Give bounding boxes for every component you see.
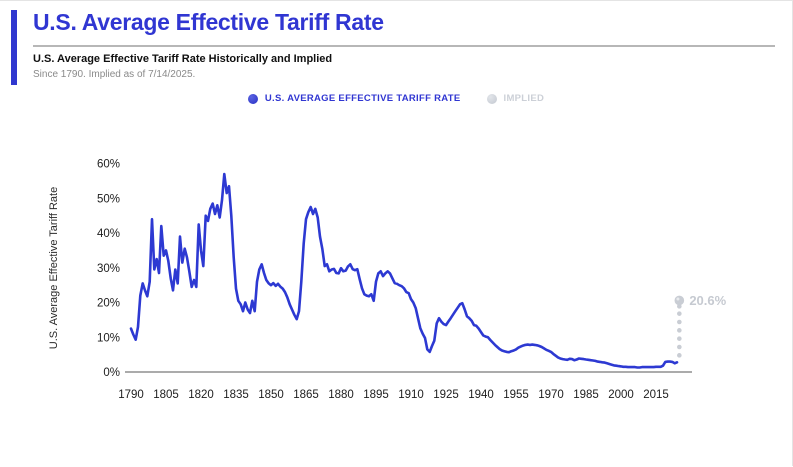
legend-dot-icon bbox=[247, 93, 258, 104]
implied-endpoint-highlight bbox=[676, 297, 680, 301]
x-axis-tick-label: 1910 bbox=[398, 389, 424, 401]
legend-item-implied[interactable]: IMPLIED bbox=[486, 93, 545, 104]
x-axis-tick-label: 1880 bbox=[328, 389, 354, 401]
implied-trail-dot bbox=[677, 344, 682, 350]
y-axis-tick-label: 10% bbox=[97, 332, 120, 344]
x-axis-tick-label: 1940 bbox=[468, 389, 494, 401]
x-axis-tick-label: 1955 bbox=[503, 389, 529, 401]
page-title: U.S. Average Effective Tariff Rate bbox=[33, 9, 384, 35]
implied-endpoint-dot bbox=[674, 295, 685, 306]
implied-value-annotation: 20.6% bbox=[689, 293, 726, 308]
x-axis-tick-label: 2000 bbox=[608, 389, 634, 401]
implied-trail-dot bbox=[677, 336, 682, 341]
x-axis-tick-label: 1835 bbox=[223, 389, 249, 401]
implied-trail-dot bbox=[677, 319, 682, 325]
x-axis-tick-label: 1820 bbox=[188, 389, 214, 401]
x-axis-tick-label: 1805 bbox=[153, 389, 179, 401]
y-axis-tick-label: 30% bbox=[97, 263, 120, 275]
legend-label: IMPLIED bbox=[503, 93, 545, 104]
title-divider bbox=[33, 45, 775, 47]
legend-label: U.S. AVERAGE EFFECTIVE TARIFF RATE bbox=[264, 93, 461, 104]
y-axis-tick-label: 0% bbox=[103, 367, 120, 379]
y-axis-tick-label: 50% bbox=[97, 193, 120, 205]
x-axis-tick-label: 1850 bbox=[258, 389, 284, 401]
tariff-rate-line bbox=[129, 172, 679, 369]
legend-item-tariff-rate[interactable]: U.S. AVERAGE EFFECTIVE TARIFF RATE bbox=[247, 93, 461, 104]
chart-subtitle: U.S. Average Effective Tariff Rate Histo… bbox=[33, 53, 333, 65]
legend-dot-icon bbox=[486, 93, 497, 104]
y-axis-title: U.S. Average Effective Tariff Rate bbox=[48, 187, 60, 349]
chart-note: Since 1790. Implied as of 7/14/2025. bbox=[33, 69, 196, 80]
y-axis-tick-label: 20% bbox=[97, 298, 120, 310]
x-axis-tick-label: 1865 bbox=[293, 389, 319, 401]
x-axis-tick-label: 2015 bbox=[643, 389, 669, 401]
x-axis-tick-label: 1790 bbox=[118, 389, 144, 401]
implied-trail-dot bbox=[677, 311, 682, 316]
title-accent-bar bbox=[11, 10, 17, 85]
x-axis-tick-label: 1895 bbox=[363, 389, 389, 401]
implied-trail-dot bbox=[677, 353, 682, 358]
y-axis-tick-label: 40% bbox=[97, 228, 120, 240]
y-axis-tick-label: 60% bbox=[97, 159, 120, 171]
x-axis-tick-label: 1925 bbox=[433, 389, 459, 401]
implied-trail-dot bbox=[677, 304, 682, 309]
implied-trail-dot bbox=[677, 328, 682, 333]
x-axis-tick-label: 1970 bbox=[538, 389, 564, 401]
chart-legend: U.S. AVERAGE EFFECTIVE TARIFF RATE IMPLI… bbox=[0, 93, 792, 104]
x-axis-tick-label: 1985 bbox=[573, 389, 599, 401]
